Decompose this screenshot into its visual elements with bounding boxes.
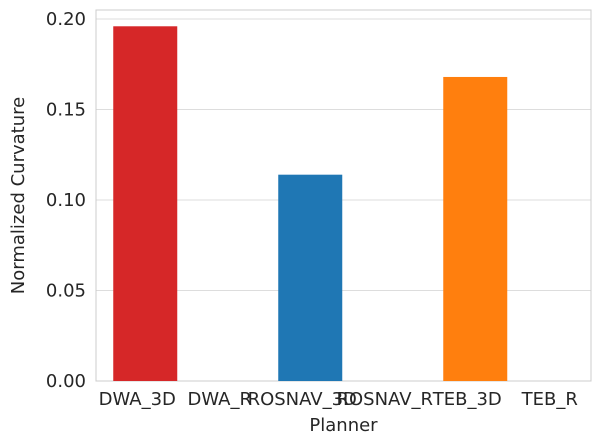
- bars: [113, 26, 508, 382]
- bar-rosnav-3d: [278, 174, 343, 381]
- x-tick-label: ROSNAV_3D: [248, 389, 357, 410]
- x-axis-title: Planner: [309, 415, 378, 436]
- x-tick-label: DWA_R: [188, 389, 253, 410]
- y-tick-label: 0.15: [46, 100, 86, 121]
- bar-teb-3d: [443, 76, 508, 382]
- y-axis-title: Normalized Curvature: [8, 97, 29, 294]
- plot-frame: [95, 9, 592, 382]
- bar-dwa-3d: [113, 26, 178, 381]
- x-tick-label: TEB_3D: [432, 389, 502, 410]
- y-tick-label: 0.00: [46, 371, 86, 392]
- x-tick-label: ROSNAV_R: [336, 389, 433, 410]
- y-tick-label: 0.05: [46, 281, 86, 302]
- y-tick-label: 0.10: [46, 190, 86, 211]
- x-tick-label: DWA_3D: [99, 389, 176, 410]
- y-tick-labels: 0.00 0.05 0.10 0.15 0.20: [46, 9, 86, 392]
- x-tick-label: TEB_R: [521, 389, 578, 410]
- y-tick-label: 0.20: [46, 9, 86, 30]
